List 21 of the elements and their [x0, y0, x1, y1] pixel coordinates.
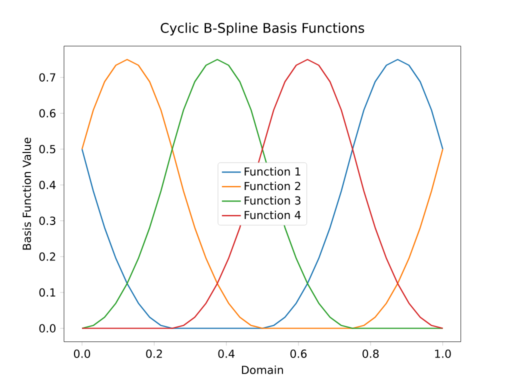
chart-title: Cyclic B-Spline Basis Functions: [160, 22, 364, 36]
y-tick-label: 0.5: [39, 144, 56, 154]
legend-label: Function 1: [244, 167, 300, 176]
y-tick-label: 0.4: [39, 180, 56, 190]
y-tick-label: 0.3: [39, 216, 56, 225]
y-tick-label: 0.6: [39, 109, 56, 118]
y-tick-label: 0.1: [39, 288, 56, 297]
legend-label: Function 4: [244, 210, 301, 220]
x-tick-label: 0.2: [146, 350, 162, 358]
x-tick-label: 0.8: [362, 350, 379, 358]
y-tick-label: 0.7: [39, 73, 56, 82]
y-tick-label: 0.2: [39, 252, 56, 261]
legend-label: Function 3: [244, 196, 300, 205]
y-tick-label: 0.0: [39, 324, 56, 333]
x-tick-label: 0.4: [218, 350, 235, 358]
legend-label: Function 2: [244, 182, 300, 190]
x-tick-label: 0.0: [74, 350, 90, 358]
x-tick-label: 1.0: [435, 350, 451, 358]
y-axis-title: Basis Function Value: [22, 138, 32, 250]
x-axis-title: Domain: [242, 366, 283, 374]
x-tick-label: 0.6: [290, 350, 307, 358]
